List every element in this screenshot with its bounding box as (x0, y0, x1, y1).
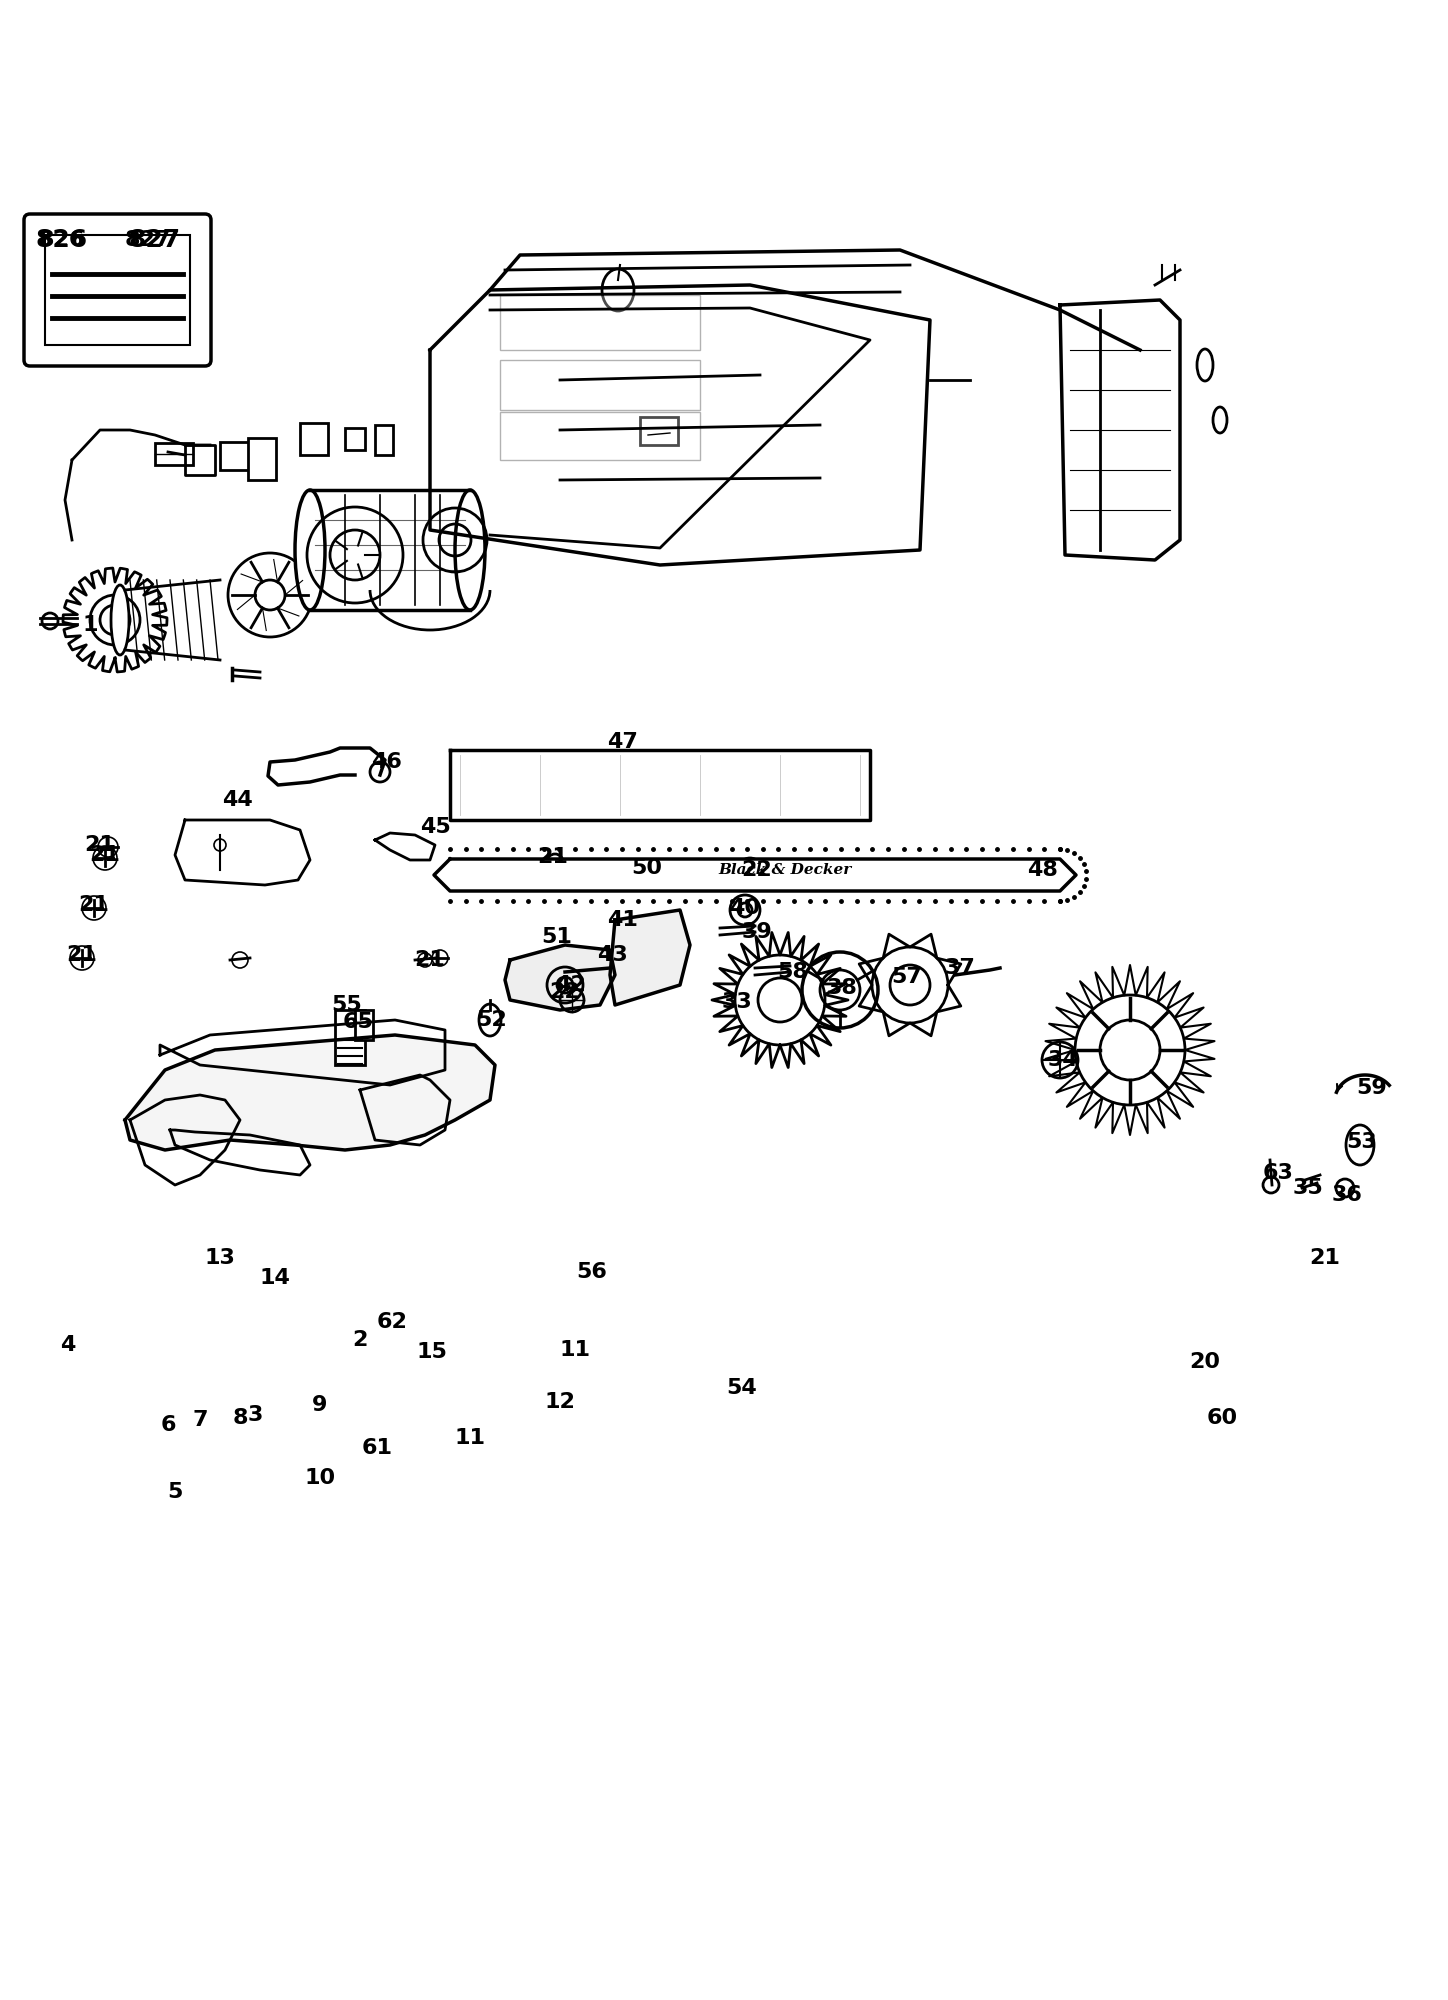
Text: 50: 50 (631, 858, 663, 878)
Text: 51: 51 (542, 928, 572, 948)
Text: 37: 37 (944, 958, 976, 978)
Ellipse shape (602, 268, 634, 310)
Text: 47: 47 (607, 732, 637, 752)
Polygon shape (610, 910, 691, 1004)
Text: 52: 52 (476, 1010, 507, 1030)
Text: 826: 826 (39, 230, 85, 250)
Text: 22: 22 (741, 860, 772, 880)
Text: 2: 2 (352, 1330, 368, 1350)
Text: 41: 41 (607, 910, 637, 930)
Polygon shape (450, 750, 870, 820)
Text: 33: 33 (721, 992, 753, 1012)
Text: 40: 40 (730, 898, 760, 918)
Bar (626, 864, 736, 876)
Text: 56: 56 (576, 1262, 608, 1282)
Bar (375, 426, 392, 456)
Text: 61: 61 (362, 1438, 392, 1458)
Text: 39: 39 (741, 922, 772, 942)
Text: 21: 21 (67, 946, 97, 966)
Text: 58: 58 (778, 962, 808, 982)
Text: 44: 44 (222, 790, 252, 810)
Bar (640, 418, 678, 446)
Polygon shape (125, 1036, 495, 1150)
Ellipse shape (111, 584, 129, 656)
Text: 63: 63 (1263, 1164, 1293, 1182)
Text: 827: 827 (125, 230, 171, 250)
Text: 65: 65 (343, 1012, 374, 1032)
Text: 46: 46 (372, 752, 403, 772)
Text: 4: 4 (61, 1336, 75, 1356)
Text: 1: 1 (83, 616, 98, 636)
Text: 20: 20 (1189, 1352, 1221, 1372)
FancyBboxPatch shape (500, 294, 699, 350)
Text: 6: 6 (161, 1416, 175, 1436)
Bar (334, 1010, 365, 1064)
Text: 7: 7 (193, 1410, 207, 1430)
Ellipse shape (1347, 1124, 1374, 1164)
Bar (355, 1010, 374, 1040)
Text: 14: 14 (259, 1268, 291, 1288)
Text: 38: 38 (827, 978, 857, 998)
Ellipse shape (455, 490, 485, 610)
Text: 54: 54 (727, 1378, 757, 1398)
Ellipse shape (1197, 348, 1213, 380)
Text: 10: 10 (304, 1468, 336, 1488)
Polygon shape (434, 860, 1076, 892)
Text: 21: 21 (414, 950, 446, 970)
Bar (345, 428, 365, 450)
Text: 59: 59 (1357, 1078, 1387, 1098)
Text: 827: 827 (129, 228, 181, 252)
FancyBboxPatch shape (25, 214, 211, 366)
Text: 43: 43 (597, 946, 627, 966)
Bar (220, 442, 255, 470)
Text: Black & Decker: Black & Decker (718, 864, 851, 876)
Text: 21: 21 (84, 836, 116, 856)
Text: 53: 53 (1347, 1132, 1377, 1152)
Ellipse shape (295, 490, 324, 610)
Text: 21: 21 (537, 848, 569, 868)
Ellipse shape (479, 1004, 501, 1036)
Text: 8: 8 (232, 1408, 248, 1428)
Bar (615, 860, 746, 880)
Text: 62: 62 (376, 1312, 407, 1332)
Circle shape (1074, 994, 1184, 1104)
Text: 34: 34 (1047, 1050, 1079, 1070)
Text: 36: 36 (1332, 1184, 1363, 1204)
Polygon shape (712, 932, 849, 1068)
Text: 35: 35 (1293, 1178, 1323, 1198)
Text: 13: 13 (204, 1248, 236, 1268)
Text: 21: 21 (78, 896, 110, 916)
Text: 11: 11 (559, 1340, 591, 1360)
Bar (45, 234, 190, 344)
FancyBboxPatch shape (500, 412, 699, 460)
Text: 55: 55 (332, 994, 362, 1016)
Text: 9: 9 (313, 1396, 327, 1416)
Ellipse shape (1213, 408, 1226, 434)
Text: 21: 21 (90, 844, 120, 864)
Text: 60: 60 (1206, 1408, 1238, 1428)
Bar (300, 424, 329, 456)
Polygon shape (505, 946, 615, 1010)
Text: 48: 48 (1027, 860, 1057, 880)
Text: 12: 12 (544, 1392, 575, 1412)
Text: 57: 57 (892, 968, 922, 986)
Bar (248, 438, 277, 480)
Text: 15: 15 (417, 1342, 447, 1362)
Bar (155, 444, 193, 464)
Text: 826: 826 (36, 228, 88, 252)
Text: 3: 3 (248, 1404, 262, 1424)
Text: 22: 22 (550, 982, 581, 1002)
FancyBboxPatch shape (500, 360, 699, 410)
Text: 45: 45 (420, 816, 450, 836)
Polygon shape (1045, 966, 1215, 1136)
Text: 11: 11 (455, 1428, 485, 1448)
Text: 42: 42 (555, 976, 585, 994)
Text: 5: 5 (168, 1482, 182, 1502)
Text: 21: 21 (1309, 1248, 1341, 1268)
